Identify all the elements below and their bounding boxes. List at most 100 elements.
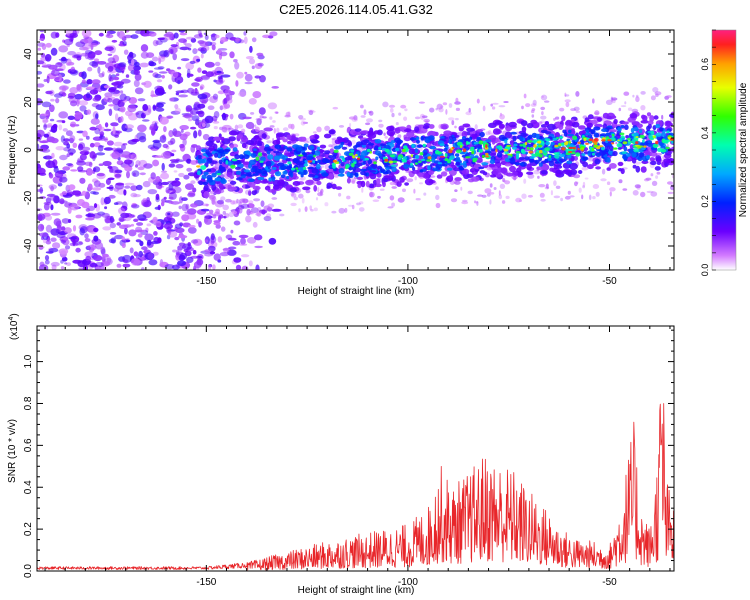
- spectrogram-cell: [527, 194, 534, 198]
- spectrogram-cell: [476, 136, 481, 140]
- spectrogram-cell: [388, 104, 396, 108]
- spectrogram-cell: [121, 144, 126, 151]
- spectrogram-cell: [587, 114, 594, 120]
- spectrogram-cell: [248, 181, 256, 188]
- spectrogram-cell: [131, 58, 135, 66]
- spectrogram-cell: [58, 85, 68, 91]
- spectrogram-cell: [534, 152, 540, 157]
- spectrogram-cell: [348, 152, 354, 156]
- spectrogram-cell: [86, 109, 92, 115]
- spectrogram-cell: [360, 115, 366, 118]
- spectrogram-cell: [650, 160, 657, 166]
- spectrogram-cell: [361, 187, 364, 193]
- spectrogram-cell: [444, 153, 448, 158]
- spectrogram-cell: [246, 208, 251, 216]
- spectrogram-cell: [141, 267, 145, 270]
- spectrogram-cell: [574, 181, 578, 187]
- spectrogram-cell: [178, 94, 189, 98]
- snr-y-tick-label: 0.2: [23, 522, 34, 536]
- spectrogram-cell: [578, 125, 586, 130]
- spectrogram-cell: [81, 79, 86, 84]
- spectrogram-cell: [45, 90, 53, 95]
- spectrogram-cell: [389, 154, 396, 158]
- spectrogram-cell: [654, 91, 662, 96]
- spectrogram-cell: [537, 175, 540, 179]
- spectrogram-cell: [58, 248, 69, 255]
- spectrogram-cell: [636, 123, 643, 129]
- spectrogram-cell: [84, 251, 94, 258]
- spectrogram-cell: [490, 103, 494, 107]
- spectrogram-cell: [435, 151, 442, 155]
- spectrogram-cell: [79, 177, 86, 184]
- spectrogram-cell: [67, 95, 75, 99]
- spectrogram-cell: [163, 196, 167, 200]
- spectrogram-cell: [248, 98, 257, 105]
- spectrogram-cell: [649, 115, 655, 122]
- snr-panel: -150 -100 -50 0.00.20.40.60.81.0 Height of…: [7, 313, 675, 596]
- spectrogram-cell: [541, 95, 544, 98]
- spectrogram-cell: [344, 207, 348, 213]
- spectrogram-cell: [490, 152, 497, 157]
- spectrogram-cell: [572, 146, 576, 150]
- spectrogram-cell: [633, 132, 639, 137]
- spectrogram-cell: [89, 262, 98, 268]
- spectrogram-cell: [196, 58, 201, 62]
- spectrogram-cell: [212, 264, 216, 270]
- spectrogram-cell: [351, 139, 356, 145]
- spectrogram-cell: [144, 252, 155, 260]
- spectrogram-cell: [155, 40, 163, 46]
- spectrogram-cell: [526, 139, 533, 143]
- spectrogram-cell: [211, 200, 216, 205]
- spectrogram-y-tick-label: 0: [23, 147, 34, 153]
- spectrogram-cell: [217, 213, 222, 217]
- spectrogram-cell: [332, 159, 337, 163]
- spectrogram-cell: [360, 168, 368, 172]
- spectrogram-cell: [78, 267, 84, 270]
- spectrogram-cell: [545, 141, 550, 146]
- spectrogram-cell: [178, 172, 185, 178]
- spectrogram-cell: [351, 179, 356, 185]
- spectrogram-cell: [50, 204, 54, 211]
- spectrogram-cell: [372, 199, 380, 202]
- spectrogram-cell: [197, 170, 201, 176]
- spectrogram-cell: [306, 155, 313, 161]
- spectrogram-cell: [235, 170, 242, 175]
- spectrogram-cell: [75, 214, 83, 219]
- spectrogram-cell: [190, 180, 196, 185]
- spectrogram-cell: [440, 105, 444, 109]
- spectrogram-cell: [91, 187, 102, 191]
- spectrogram-cell: [85, 255, 91, 262]
- spectrogram-cell: [253, 198, 261, 202]
- spectrogram-cell: [476, 129, 483, 133]
- spectrogram-cell: [288, 163, 292, 169]
- spectrogram-cell: [232, 240, 241, 246]
- spectrogram-cell: [87, 66, 93, 72]
- spectrogram-cell: [540, 198, 546, 202]
- spectrogram-cell: [205, 71, 214, 78]
- spectrogram-cell: [670, 140, 674, 144]
- spectrogram-cell: [72, 238, 76, 246]
- spectrogram-cell: [90, 118, 100, 125]
- spectrogram-cell: [79, 153, 87, 161]
- spectrogram-cell: [122, 201, 128, 209]
- spectrogram-cell: [51, 152, 55, 159]
- spectrogram-cell: [295, 167, 299, 170]
- spectrogram-cell: [526, 122, 534, 129]
- spectrogram-cell: [595, 191, 600, 197]
- spectrogram-cell: [523, 93, 527, 99]
- spectrogram-cell: [103, 85, 110, 89]
- spectrogram-cell: [526, 143, 533, 148]
- spectrogram-cell: [578, 170, 583, 174]
- spectrogram-cell: [92, 88, 99, 94]
- spectrogram-cell: [609, 191, 612, 197]
- spectrogram-cell: [96, 172, 106, 180]
- spectrogram-cell: [489, 199, 492, 205]
- spectrogram-cell: [499, 183, 506, 189]
- spectrogram-cell: [485, 139, 492, 143]
- spectrogram-cell: [96, 173, 105, 177]
- spectrogram-cell: [217, 236, 223, 243]
- spectrogram-cell: [48, 104, 55, 113]
- spectrogram-cell: [148, 61, 157, 67]
- spectrogram-cell: [147, 252, 154, 260]
- spectrogram-cell: [84, 52, 90, 60]
